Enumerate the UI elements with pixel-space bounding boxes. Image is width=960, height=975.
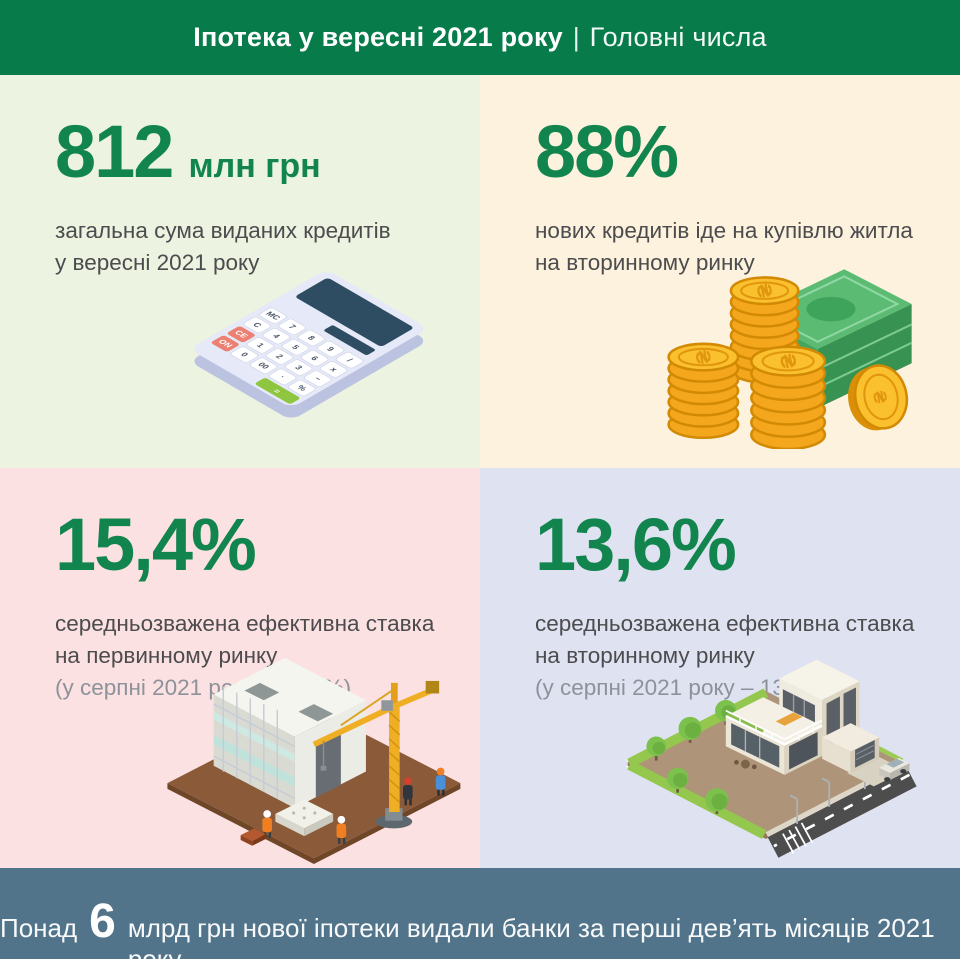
calculator-top: MC 7 8 9 / C 4 5 6 bbox=[194, 272, 424, 406]
header-separator: | bbox=[572, 22, 580, 52]
street-lamp bbox=[821, 777, 831, 807]
construction-site-illustration bbox=[167, 657, 461, 865]
card-primary-rate: 15,4% середньозважена ефективна ставка н… bbox=[0, 468, 480, 868]
stat-value-row: 88% bbox=[535, 115, 932, 189]
scaffolding bbox=[213, 686, 295, 800]
concrete-slab bbox=[275, 799, 334, 837]
coin-stack-left: ₴ bbox=[667, 342, 740, 440]
house-illustration bbox=[625, 659, 917, 858]
header-bar: Іпотека у вересні 2021 року | Головні чи… bbox=[0, 0, 960, 75]
card-secondary-rate: 13,6% середньозважена ефективна ставка н… bbox=[480, 468, 960, 868]
calc-key-label: · bbox=[278, 374, 288, 380]
footer-prefix: Понад bbox=[0, 913, 78, 943]
calc-key-label: = bbox=[271, 388, 283, 395]
coin-stack-front: ₴ bbox=[750, 345, 827, 449]
calc-key-on bbox=[211, 335, 239, 352]
calc-key-ce bbox=[227, 326, 255, 343]
header-title-bold: Іпотека у вересні 2021 року bbox=[193, 22, 563, 52]
calculator-screen bbox=[296, 278, 413, 346]
calc-key-label: 6 bbox=[309, 355, 321, 362]
hryvnia-symbol: ₴ bbox=[869, 389, 892, 405]
footer-suffix: млрд грн нової іпотеки видали банки за п… bbox=[127, 913, 935, 974]
calc-key-label: x bbox=[328, 366, 340, 373]
worker bbox=[336, 815, 347, 844]
hryvnia-symbol: ₴ bbox=[751, 282, 775, 300]
calc-key-label: 7 bbox=[286, 324, 298, 331]
tree bbox=[646, 736, 667, 761]
stat-value: 88% bbox=[535, 110, 679, 193]
footer-bar: Понад 6 млрд грн нової іпотеки видали ба… bbox=[0, 868, 960, 974]
card-secondary-share: 88% нових кредитів іде на купівлю житла … bbox=[480, 75, 960, 468]
terrace-railing bbox=[725, 714, 823, 746]
stat-grid: 812 млн грн загальна сума виданих кредит… bbox=[0, 75, 960, 868]
calc-key-label: 0 bbox=[238, 351, 250, 358]
calc-key-label: C bbox=[251, 321, 264, 329]
calc-key-label: MC bbox=[264, 310, 283, 321]
calc-key-label: 1 bbox=[254, 342, 266, 349]
bricks bbox=[240, 828, 266, 846]
stat-value: 15,4% bbox=[55, 503, 257, 586]
coins-money-illustration: ₴ ₴ bbox=[667, 269, 913, 449]
calc-key-label: / bbox=[345, 357, 355, 363]
hryvnia-symbol: ₴ bbox=[690, 348, 714, 366]
footer-text: Понад 6 млрд грн нової іпотеки видали ба… bbox=[0, 898, 960, 975]
calculator-solar-strip bbox=[324, 325, 375, 355]
calc-key-label: 5 bbox=[289, 344, 301, 351]
calc-key-label: ON bbox=[216, 338, 234, 349]
calc-key-equals bbox=[255, 378, 300, 404]
calc-key-label: 2 bbox=[274, 353, 286, 360]
tower-crane bbox=[312, 680, 440, 829]
calc-key-label: 4 bbox=[270, 333, 282, 340]
worker bbox=[435, 767, 446, 796]
house bbox=[725, 659, 880, 775]
calc-key-label: 3 bbox=[293, 364, 305, 371]
hryvnia-symbol: ₴ bbox=[775, 352, 801, 371]
tree bbox=[678, 716, 702, 743]
stat-value-row: 812 млн грн bbox=[55, 115, 452, 189]
tree bbox=[705, 788, 729, 815]
street-lamp bbox=[789, 794, 799, 824]
car bbox=[879, 757, 910, 782]
coin-stack-back: ₴ bbox=[729, 276, 800, 384]
terrace-planter bbox=[726, 712, 765, 734]
stat-description: загальна сума виданих кредитів у вересні… bbox=[55, 218, 391, 275]
calc-key-label: CE bbox=[232, 329, 250, 339]
tree bbox=[666, 767, 689, 793]
card-total-loans: 812 млн грн загальна сума виданих кредит… bbox=[0, 75, 480, 468]
stat-value-row: 15,4% bbox=[55, 508, 452, 582]
footer-big-number: 6 bbox=[89, 895, 116, 948]
calc-key-label: − bbox=[312, 375, 324, 382]
calculator-illustration: MC 7 8 9 / C 4 5 6 bbox=[194, 272, 424, 418]
stat-value-row: 13,6% bbox=[535, 508, 932, 582]
lounger bbox=[775, 712, 803, 726]
calc-key-label: 00 bbox=[256, 361, 272, 370]
calc-key-label: 8 bbox=[305, 335, 317, 342]
crosswalk bbox=[782, 822, 814, 854]
calc-key-label: 9 bbox=[325, 346, 337, 353]
calc-key-label: % bbox=[295, 384, 309, 392]
stat-description: нових кредитів іде на купівлю житла на в… bbox=[535, 218, 913, 275]
patio-set bbox=[734, 759, 757, 770]
stat-unit: млн грн bbox=[188, 147, 321, 185]
calculator-keys: MC 7 8 9 / C 4 5 6 bbox=[211, 307, 364, 404]
leaning-coin: ₴ bbox=[848, 364, 909, 431]
header-title-light: Головні числа bbox=[589, 22, 767, 52]
stat-value: 812 bbox=[55, 110, 174, 193]
stat-value: 13,6% bbox=[535, 503, 737, 586]
foreman bbox=[403, 777, 413, 806]
